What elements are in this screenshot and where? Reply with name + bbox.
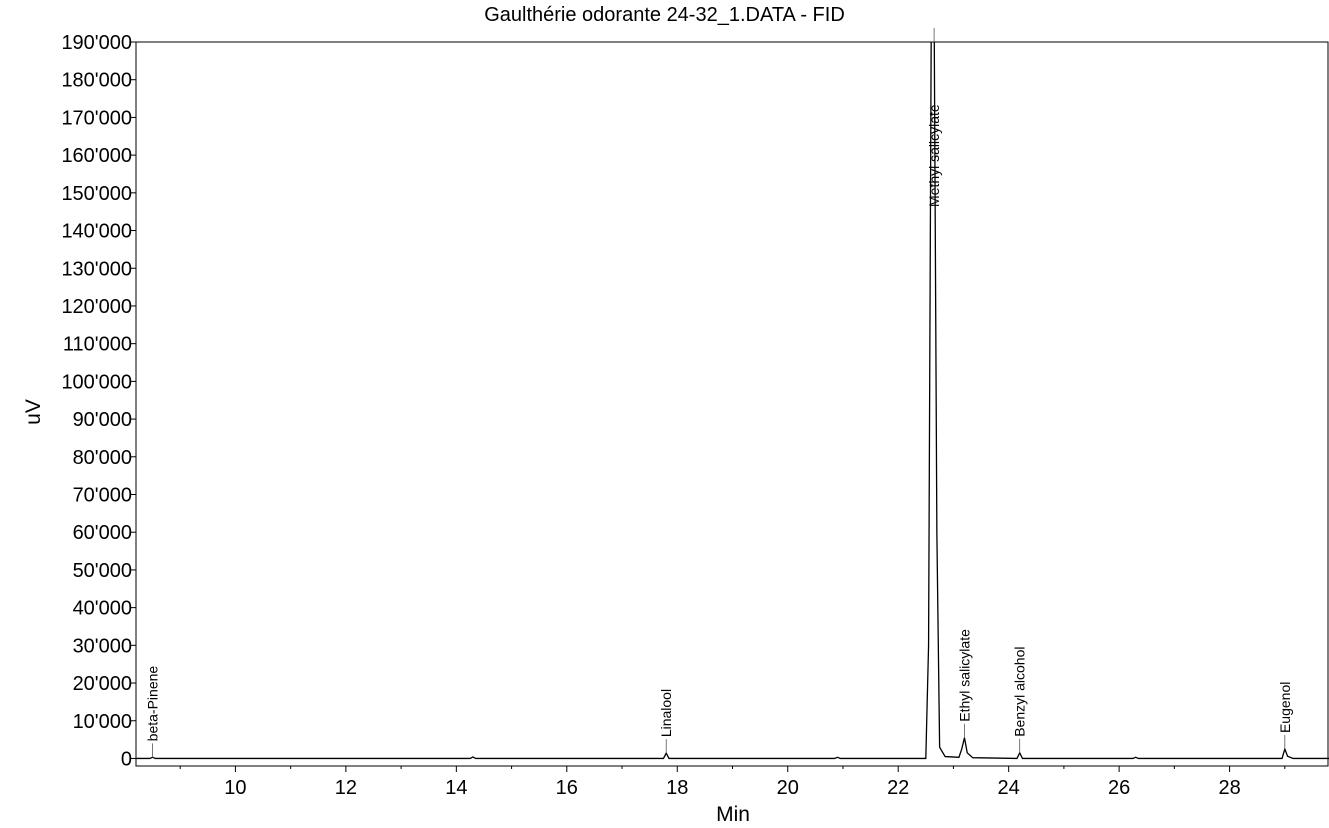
- y-tick-label: 70'000: [73, 485, 132, 507]
- peak-label: Ethyl salicylate: [956, 629, 972, 722]
- y-tick-label: 50'000: [73, 560, 132, 582]
- plot-frame: [135, 41, 1329, 767]
- peak-label: Methyl salicylate: [926, 104, 942, 207]
- y-tick-label: 20'000: [73, 673, 132, 695]
- x-tick-label: 18: [666, 777, 688, 799]
- y-tick-label: 30'000: [73, 635, 132, 657]
- peak-label: Linalool: [658, 689, 674, 737]
- peak-label: Benzyl alcohol: [1012, 647, 1028, 737]
- y-tick-label: 130'000: [61, 258, 132, 280]
- y-tick-label: 190'000: [61, 32, 132, 54]
- y-tick-label: 90'000: [73, 409, 132, 431]
- x-axis-label: Min: [716, 803, 750, 826]
- y-tick-label: 140'000: [61, 221, 132, 243]
- x-tick-label: 24: [998, 777, 1020, 799]
- x-tick-label: 28: [1218, 777, 1240, 799]
- y-tick-label: 60'000: [73, 522, 132, 544]
- chart-title: Gaulthérie odorante 24-32_1.DATA - FID: [484, 4, 845, 26]
- x-tick-label: 12: [335, 777, 357, 799]
- y-tick-label: 120'000: [61, 296, 132, 318]
- chromatogram-trace: [136, 42, 1329, 760]
- y-tick-label: 180'000: [61, 70, 132, 92]
- y-tick-label: 160'000: [61, 145, 132, 167]
- y-tick-label: 170'000: [61, 107, 132, 129]
- y-tick-label: 10'000: [73, 711, 132, 733]
- x-tick-label: 20: [777, 777, 799, 799]
- peak-label: Eugenol: [1277, 682, 1293, 733]
- y-tick-label: 150'000: [61, 183, 132, 205]
- y-tick-label: 100'000: [61, 371, 132, 393]
- y-tick-label: 80'000: [73, 447, 132, 469]
- peak-label: beta-Pinene: [145, 666, 161, 742]
- y-tick-label: 40'000: [73, 598, 132, 620]
- x-tick-label: 26: [1108, 777, 1130, 799]
- y-tick-label: 0: [121, 748, 132, 770]
- x-tick-label: 14: [445, 777, 467, 799]
- x-tick-label: 16: [556, 777, 578, 799]
- y-tick-label: 110'000: [63, 334, 132, 356]
- x-tick-label: 22: [887, 777, 909, 799]
- x-tick-label: 10: [224, 777, 246, 799]
- y-axis-label: uV: [22, 399, 45, 425]
